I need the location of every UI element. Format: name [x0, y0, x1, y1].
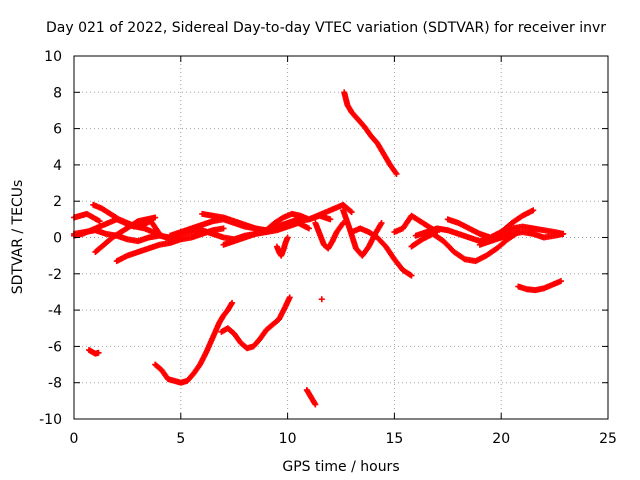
- y-tick-label: 0: [53, 231, 62, 247]
- y-tick-label: -4: [48, 303, 62, 319]
- x-tick-label: 25: [599, 431, 617, 447]
- data-point: [560, 230, 567, 237]
- x-axis-label: GPS time / hours: [282, 459, 399, 475]
- series-track-t: [341, 89, 400, 177]
- grid-lines: [74, 56, 608, 419]
- data-point: [220, 225, 227, 232]
- data-point: [318, 296, 325, 303]
- series-track-u: [85, 347, 102, 357]
- series-track-o: [391, 212, 441, 236]
- series-track-p: [408, 229, 522, 265]
- data-point: [286, 294, 293, 301]
- series-track-n: [348, 225, 415, 279]
- y-tick-label: -8: [48, 376, 62, 392]
- series-track-j: [263, 201, 355, 234]
- series-track-m: [340, 207, 385, 259]
- y-tick-label: 8: [53, 85, 62, 101]
- series-track-r: [444, 207, 537, 241]
- data-point: [378, 219, 385, 226]
- data-point: [312, 401, 319, 408]
- series-track-w: [218, 294, 293, 352]
- y-tick-label: 10: [44, 49, 62, 65]
- x-tick-label: 10: [279, 431, 297, 447]
- series-track-i: [220, 212, 334, 248]
- series-track-l: [312, 219, 347, 252]
- y-tick-label: 4: [53, 158, 62, 174]
- axis-ticks: -10 -8 -6 -4 -2 0 2 4 6 8 10 0 5 10 15 20 25: [39, 49, 617, 447]
- y-tick-label: 2: [53, 194, 62, 210]
- y-tick-label: -6: [48, 339, 62, 355]
- data-points: [71, 89, 567, 408]
- data-point: [408, 272, 415, 279]
- series-track-f: [113, 225, 227, 265]
- data-point: [327, 216, 334, 223]
- data-point: [95, 349, 102, 356]
- series-track-x: [303, 386, 319, 408]
- series-track-e: [92, 214, 159, 256]
- data-point: [284, 234, 291, 241]
- data-point: [305, 225, 312, 232]
- y-tick-label: -10: [39, 412, 62, 428]
- data-point: [152, 214, 159, 221]
- data-point: [347, 208, 354, 215]
- series-track-d: [90, 201, 174, 243]
- series-track-z: [515, 278, 565, 294]
- chart-title: Day 021 of 2022, Sidereal Day-to-day VTE…: [46, 20, 606, 36]
- series-track-s: [476, 229, 567, 248]
- series-track-y: [318, 296, 325, 303]
- y-axis-label: SDTVAR / TECUs: [10, 180, 26, 295]
- data-point: [348, 209, 355, 216]
- y-tick-label: 6: [53, 122, 62, 138]
- series-track-v: [152, 299, 236, 386]
- data-point: [393, 170, 400, 177]
- data-point: [96, 218, 103, 225]
- y-tick-label: -2: [48, 267, 62, 283]
- x-tick-label: 15: [385, 431, 403, 447]
- x-tick-label: 5: [176, 431, 185, 447]
- data-point: [558, 278, 565, 285]
- series-track-k: [273, 234, 291, 259]
- series-track-c: [71, 210, 103, 225]
- x-tick-label: 0: [70, 431, 79, 447]
- data-point: [229, 299, 236, 306]
- data-point: [530, 207, 537, 214]
- x-tick-label: 20: [492, 431, 510, 447]
